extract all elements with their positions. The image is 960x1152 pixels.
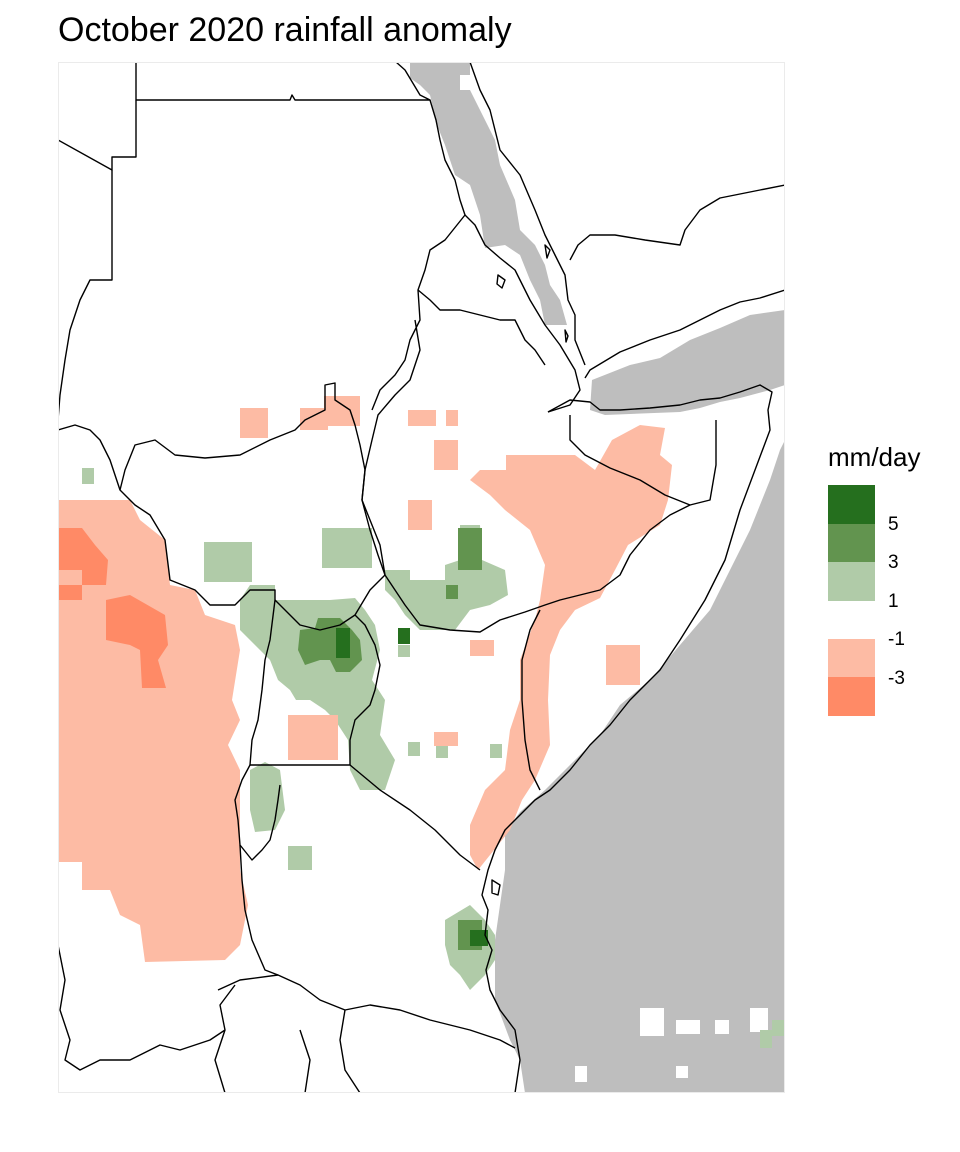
eritrea-coast-islands	[496, 244, 569, 343]
legend-break-label: 5	[888, 514, 899, 535]
east-africa-south-border	[299, 1029, 311, 1093]
uganda-west-border	[249, 599, 276, 766]
chad-sudan-border	[58, 100, 137, 171]
legend-swatch-minus-1-to-minus-3	[828, 639, 875, 678]
dry-core-congo	[106, 595, 168, 688]
rainfall-anomaly-map[interactable]	[58, 62, 785, 1093]
dry-core-west	[58, 528, 108, 585]
legend-swatch-3-to-5	[828, 524, 875, 563]
kenya-somalia-border	[521, 609, 541, 791]
yemen-south-coast	[584, 289, 785, 379]
lake-victoria-shore	[234, 764, 281, 861]
wet-peak-uganda	[336, 628, 350, 658]
legend-break-label: 3	[888, 552, 899, 573]
mozambique-border	[214, 1029, 226, 1093]
uganda-kenya-border	[349, 614, 381, 765]
kenya-tanzania-border	[275, 764, 481, 871]
zambia-border	[58, 944, 236, 1071]
negative-anomaly-cells	[58, 396, 672, 962]
yemen-coast	[569, 184, 785, 261]
red-sea-ocean	[410, 62, 567, 325]
libya-egypt-border	[135, 62, 431, 101]
ocean-gaps	[575, 1008, 768, 1082]
dry-zone-ethiopia-somalia	[470, 425, 672, 870]
horn-of-africa-coast	[481, 384, 773, 1093]
red-sea-east-coast	[469, 62, 586, 366]
zanzibar-island	[491, 879, 501, 896]
legend-break-label: -3	[888, 668, 905, 689]
legend-break-label: -1	[888, 629, 905, 650]
legend: mm/day 5 3 1 -1 -3	[828, 440, 948, 730]
sudan-south-border	[58, 424, 276, 606]
chad-sudan-west-border	[58, 170, 113, 421]
tanzania-south-border	[217, 974, 516, 1049]
red-sea-west-coast	[464, 214, 581, 413]
lake-malawi-shore	[339, 1009, 361, 1093]
egypt-sudan-red-sea-coast	[371, 99, 466, 411]
map-title: October 2020 rainfall anomaly	[58, 11, 512, 49]
legend-swatch-under-minus-3	[828, 677, 875, 716]
legend-title: mm/day	[828, 442, 921, 472]
ocean-cells	[410, 62, 785, 1093]
legend-break-label: 1	[888, 591, 899, 612]
ethiopia-west-border	[361, 319, 691, 633]
legend-swatch-1-to-3	[828, 562, 875, 601]
gulf-of-aden-ocean	[590, 310, 785, 415]
south-sudan-kenya-uganda-border	[274, 574, 386, 631]
map-panel-frame	[58, 62, 785, 1093]
legend-swatch-over-5	[828, 485, 875, 524]
somaliland-ethiopia-border	[569, 415, 717, 506]
dry-zone-congo	[58, 500, 248, 962]
ethiopia-eritrea-border	[417, 289, 546, 366]
borders-and-coastlines	[58, 62, 785, 1093]
indian-ocean	[495, 440, 785, 1093]
lake-tanganyika-shore	[239, 844, 279, 976]
